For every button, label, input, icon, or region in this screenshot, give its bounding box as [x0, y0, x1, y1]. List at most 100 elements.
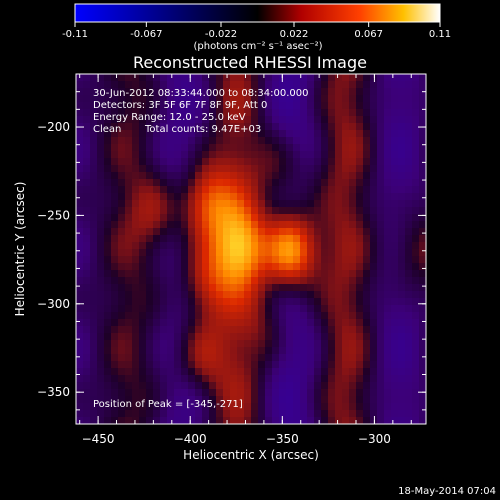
- heatmap-cell: [223, 389, 231, 397]
- heatmap-cell: [104, 312, 112, 320]
- heatmap-cell: [202, 214, 210, 222]
- heatmap-cell: [398, 151, 406, 159]
- heatmap-cell: [307, 207, 315, 215]
- heatmap-cell: [321, 228, 329, 236]
- heatmap-cell: [328, 214, 336, 222]
- heatmap-cell: [139, 151, 147, 159]
- heatmap-cell: [118, 375, 126, 383]
- heatmap-cell: [342, 312, 350, 320]
- heatmap-cell: [342, 235, 350, 243]
- heatmap-cell: [370, 410, 378, 418]
- heatmap-cell: [209, 263, 217, 271]
- heatmap-cell: [405, 410, 413, 418]
- colorbar-tick-label: -0.11: [62, 29, 88, 40]
- heatmap-cell: [321, 375, 329, 383]
- heatmap-cell: [398, 193, 406, 201]
- heatmap-cell: [125, 256, 133, 264]
- heatmap-cell: [216, 235, 224, 243]
- heatmap-cell: [391, 242, 399, 250]
- heatmap-cell: [307, 158, 315, 166]
- heatmap-cell: [90, 88, 98, 96]
- heatmap-cell: [251, 410, 259, 418]
- heatmap-cell: [223, 340, 231, 348]
- heatmap-cell: [83, 151, 91, 159]
- heatmap-cell: [391, 81, 399, 89]
- heatmap-cell: [244, 81, 252, 89]
- heatmap-cell: [314, 116, 322, 124]
- heatmap-cell: [111, 116, 119, 124]
- heatmap-cell: [202, 333, 210, 341]
- heatmap-cell: [195, 403, 203, 411]
- heatmap-cell: [125, 74, 133, 82]
- heatmap-cell: [293, 298, 301, 306]
- heatmap-cell: [293, 109, 301, 117]
- heatmap-cell: [363, 130, 371, 138]
- heatmap-cell: [223, 130, 231, 138]
- heatmap-cell: [209, 368, 217, 376]
- heatmap-cell: [188, 298, 196, 306]
- heatmap-cell: [412, 151, 420, 159]
- heatmap-cell: [370, 137, 378, 145]
- heatmap-cell: [139, 102, 147, 110]
- heatmap-cell: [230, 95, 238, 103]
- heatmap-cell: [335, 417, 343, 425]
- heatmap-cell: [181, 354, 189, 362]
- heatmap-cell: [279, 200, 287, 208]
- heatmap-cell: [125, 109, 133, 117]
- heatmap-cell: [125, 144, 133, 152]
- heatmap-cell: [132, 375, 140, 383]
- heatmap-cell: [195, 396, 203, 404]
- heatmap-cell: [412, 158, 420, 166]
- heatmap-cell: [286, 396, 294, 404]
- heatmap-cell: [412, 375, 420, 383]
- heatmap-cell: [391, 368, 399, 376]
- heatmap-cell: [104, 116, 112, 124]
- heatmap-cell: [321, 116, 329, 124]
- heatmap-cell: [314, 74, 322, 82]
- heatmap-cell: [195, 256, 203, 264]
- heatmap-cell: [328, 368, 336, 376]
- heatmap-cell: [314, 263, 322, 271]
- heatmap-cell: [153, 270, 161, 278]
- heatmap-cell: [328, 123, 336, 131]
- heatmap-cell: [209, 165, 217, 173]
- heatmap-cell: [216, 130, 224, 138]
- heatmap-cell: [202, 123, 210, 131]
- heatmap-cell: [321, 158, 329, 166]
- heatmap-cell: [377, 193, 385, 201]
- heatmap-cell: [125, 102, 133, 110]
- heatmap-cell: [146, 368, 154, 376]
- heatmap-cell: [398, 95, 406, 103]
- heatmap-cell: [321, 340, 329, 348]
- heatmap-cell: [146, 354, 154, 362]
- heatmap-cell: [132, 347, 140, 355]
- heatmap-cell: [398, 123, 406, 131]
- y-tick-label: −200: [37, 120, 70, 134]
- heatmap-cell: [314, 333, 322, 341]
- heatmap-cell: [104, 361, 112, 369]
- heatmap-cell: [104, 130, 112, 138]
- heatmap-cell: [405, 396, 413, 404]
- heatmap-cell: [125, 242, 133, 250]
- heatmap-cell: [223, 298, 231, 306]
- heatmap-cell: [265, 403, 273, 411]
- heatmap-cell: [237, 410, 245, 418]
- heatmap-cell: [349, 291, 357, 299]
- heatmap-cell: [328, 319, 336, 327]
- heatmap-cell: [405, 88, 413, 96]
- heatmap-cell: [314, 186, 322, 194]
- colorbar-ticks: -0.11 -0.067 -0.022 0.022 0.067 0.11: [62, 22, 451, 40]
- heatmap-cell: [384, 214, 392, 222]
- heatmap-cell: [405, 389, 413, 397]
- heatmap-cell: [335, 396, 343, 404]
- heatmap-cell: [412, 382, 420, 390]
- heatmap-cell: [384, 123, 392, 131]
- heatmap-cell: [342, 277, 350, 285]
- heatmap-cell: [167, 263, 175, 271]
- heatmap-cell: [258, 270, 266, 278]
- heatmap-cell: [230, 298, 238, 306]
- heatmap-cell: [258, 284, 266, 292]
- heatmap-cell: [83, 214, 91, 222]
- heatmap-cell: [104, 319, 112, 327]
- heatmap-cell: [279, 291, 287, 299]
